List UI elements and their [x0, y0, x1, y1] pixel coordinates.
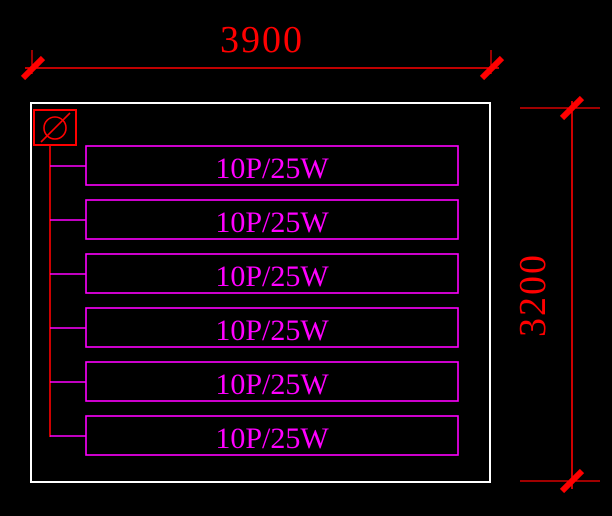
fixture-row[interactable]: 10P/25W [85, 307, 459, 348]
distribution-board-box [33, 109, 77, 146]
dimension-tick-bottom [559, 468, 585, 494]
fixture-row[interactable]: 10P/25W [85, 361, 459, 402]
fixture-box [85, 199, 459, 240]
dimension-tick-left [20, 55, 46, 81]
vertical-dimension-label: 3200 [512, 253, 554, 337]
distribution-board-circle [43, 116, 67, 140]
fixture-label: 10P/25W [215, 152, 329, 185]
branch-connectors [50, 165, 86, 437]
fixture-row[interactable]: 10P/25W [85, 199, 459, 240]
fixture-box [85, 253, 459, 294]
dimension-tick-top [559, 95, 585, 121]
fixture-label: 10P/25W [215, 314, 329, 347]
fixture-box [85, 415, 459, 456]
fixture-label: 10P/25W [215, 422, 329, 455]
fixture-box [85, 145, 459, 186]
fixture-box [85, 361, 459, 402]
horizontal-dimension: 3900 [20, 19, 505, 81]
distribution-board-symbol[interactable] [33, 109, 77, 146]
fixture-box [85, 307, 459, 348]
vertical-dimension: 3200 [512, 95, 600, 494]
horizontal-dimension-label: 3900 [220, 19, 304, 61]
fixture-row[interactable]: 10P/25W [85, 145, 459, 186]
fixture-row[interactable]: 10P/25W [85, 253, 459, 294]
fixture-row[interactable]: 10P/25W [85, 415, 459, 456]
fixture-label: 10P/25W [215, 368, 329, 401]
fixture-label: 10P/25W [215, 206, 329, 239]
dimension-tick-right [479, 55, 505, 81]
distribution-board-slash [40, 112, 71, 143]
fixture-label: 10P/25W [215, 260, 329, 293]
room-outline-rect [30, 102, 491, 483]
